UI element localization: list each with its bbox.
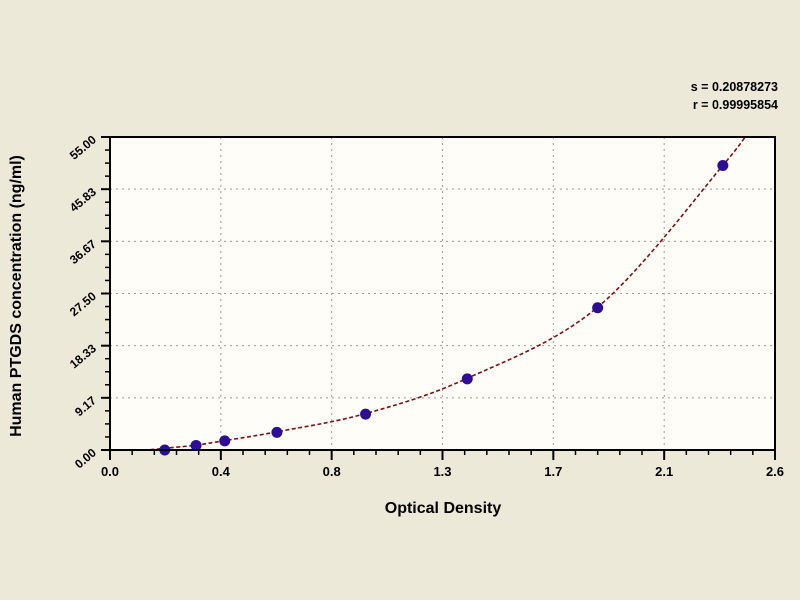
x-tick-label: 0.4 xyxy=(212,464,231,479)
data-point xyxy=(592,302,604,314)
fit-r-value: r = 0.99995854 xyxy=(692,98,778,112)
data-point xyxy=(219,435,231,447)
data-point xyxy=(717,159,729,171)
y-tick-label: 9.17 xyxy=(72,393,99,419)
y-tick-label: 36.67 xyxy=(67,237,99,267)
x-tick-label: 1.3 xyxy=(433,464,451,479)
y-tick-label: 55.00 xyxy=(67,132,99,162)
x-axis-title: Optical Density xyxy=(384,500,502,517)
x-tick-label: 0.0 xyxy=(101,464,119,479)
y-tick-label: 45.83 xyxy=(67,185,99,215)
data-point xyxy=(271,426,283,438)
plot-frame xyxy=(109,136,776,451)
x-tick-label: 1.7 xyxy=(544,464,562,479)
data-point xyxy=(360,408,372,420)
y-tick-label: 18.33 xyxy=(67,341,99,371)
x-tick-label: 2.6 xyxy=(766,464,784,479)
y-axis-title: Human PTGDS concentration (ng/ml) xyxy=(8,155,25,437)
x-tick-label: 0.8 xyxy=(323,464,341,479)
fit-s-value: s = 0.20878273 xyxy=(690,80,778,94)
y-tick-label: 0.00 xyxy=(72,445,99,471)
fit-statistics: s = 0.20878273 r = 0.99995854 xyxy=(691,78,778,114)
data-point xyxy=(461,373,473,385)
x-tick-label: 2.1 xyxy=(655,464,673,479)
y-tick-label: 27.50 xyxy=(67,289,99,319)
data-point xyxy=(190,439,202,451)
